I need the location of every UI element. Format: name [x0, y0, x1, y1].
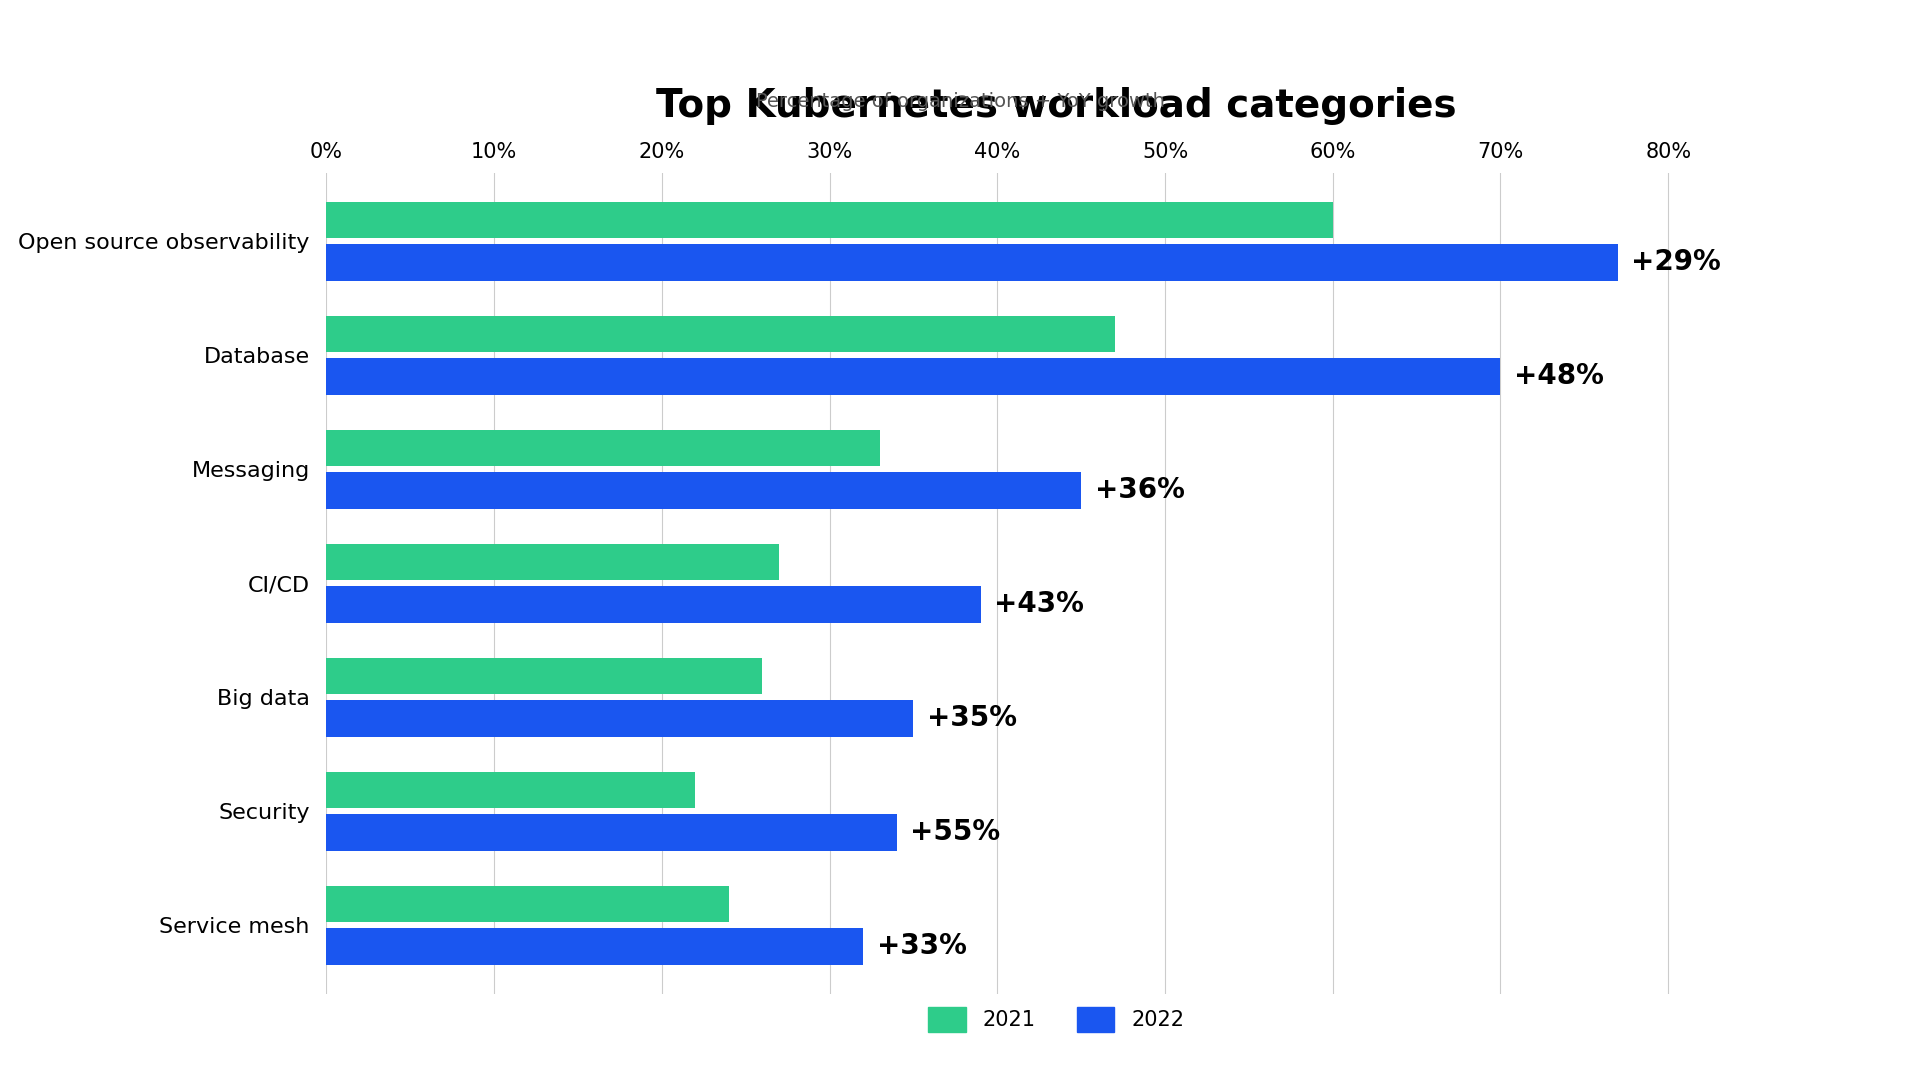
Bar — [326, 359, 1500, 394]
Text: +33%: +33% — [877, 932, 966, 960]
Bar — [326, 700, 914, 737]
Legend: 2021, 2022: 2021, 2022 — [920, 999, 1192, 1041]
Text: +35%: +35% — [927, 704, 1018, 732]
Bar — [326, 244, 1619, 281]
Text: Percentage of organizations + YoY growth: Percentage of organizations + YoY growth — [756, 92, 1164, 111]
Text: +29%: +29% — [1632, 248, 1720, 276]
Bar — [326, 544, 780, 580]
Text: +55%: +55% — [910, 819, 1000, 847]
Text: +36%: +36% — [1094, 476, 1185, 504]
Bar — [326, 814, 897, 851]
Bar — [326, 886, 730, 922]
Bar — [326, 202, 1332, 239]
Bar — [326, 586, 981, 622]
Bar — [326, 315, 1116, 352]
Title: Top Kubernetes workload categories: Top Kubernetes workload categories — [657, 87, 1455, 125]
Bar — [326, 658, 762, 694]
Text: +43%: +43% — [995, 591, 1083, 618]
Bar — [326, 472, 1081, 509]
Text: +48%: +48% — [1513, 362, 1603, 390]
Bar — [326, 430, 879, 467]
Bar — [326, 772, 695, 808]
Bar — [326, 928, 864, 964]
